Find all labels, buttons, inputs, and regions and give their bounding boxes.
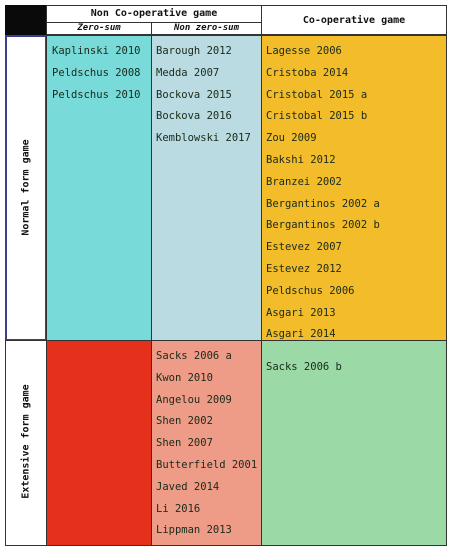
list-item: Estevez 2007 [266, 241, 342, 254]
cooperative-header-label: Co-operative game [302, 15, 406, 26]
extensive-cooperative-cell [261, 340, 447, 546]
list-item: Medda 2007 [156, 66, 220, 79]
list-item: Kaplinski 2010 [52, 45, 141, 57]
list-item: Bockova 2016 [156, 110, 232, 123]
non-cooperative-header-label: Non Co-operative game [90, 8, 218, 19]
list-item: Peldschus 2008 [52, 66, 141, 79]
list-item: Li 2016 [156, 502, 201, 515]
normal-non-zero-sum-cell [151, 35, 262, 341]
list-item: Bergantinos 2002 a [266, 197, 380, 210]
list-item: Kwon 2010 [156, 371, 213, 384]
extensive-form-row-label: Extensive form game [20, 384, 32, 499]
extensive-non-zero-sum-list: Sacks 2006 a Kwon 2010 Angelou 2009 Shen… [156, 346, 257, 542]
list-item: Cristoba 2014 [266, 66, 349, 79]
list-item: Asgari 2014 [266, 328, 336, 341]
list-item: Shen 2007 [156, 437, 213, 450]
cooperative-header [261, 5, 447, 35]
normal-cooperative-cell [261, 35, 447, 341]
list-item: Sacks 2006 a [156, 350, 232, 362]
list-item: Shen 2002 [156, 415, 213, 428]
non-zero-sum-header-label: Non zero-sum [173, 23, 240, 33]
list-item: Kemblowski 2017 [156, 132, 251, 145]
normal-zero-sum-list: Kaplinski 2010 Peldschus 2008 Peldschus … [52, 41, 141, 106]
list-item: Zou 2009 [266, 132, 317, 145]
list-item: Javed 2014 [156, 480, 220, 493]
normal-form-row-label: Normal form game [20, 139, 32, 236]
list-item: Bakshi 2012 [266, 153, 336, 166]
corner-block [5, 5, 47, 35]
extensive-zero-sum-cell [46, 340, 152, 546]
list-item: Peldschus 2006 [266, 284, 355, 297]
list-item: Sacks 2006 b [266, 361, 342, 373]
normal-cooperative-list: Lagesse 2006 Cristoba 2014 Cristobal 201… [266, 41, 380, 346]
extensive-cooperative-list: Sacks 2006 b [266, 357, 342, 379]
list-item: Asgari 2013 [266, 306, 336, 319]
list-item: Cristobal 2015 b [266, 110, 368, 123]
list-item: Angelou 2009 [156, 393, 232, 406]
list-item: Bergantinos 2002 b [266, 219, 380, 232]
list-item: Butterfield 2001 [156, 458, 258, 471]
list-item: Lagesse 2006 [266, 45, 342, 57]
extensive-non-zero-sum-cell [151, 340, 262, 546]
zero-sum-header-label: Zero-sum [77, 23, 121, 33]
list-item: Branzei 2002 [266, 175, 342, 188]
normal-form-row-header [5, 35, 47, 341]
list-item: Barough 2012 [156, 45, 232, 57]
list-item: Estevez 2012 [266, 262, 342, 275]
list-item: Cristobal 2015 a [266, 88, 368, 101]
normal-non-zero-sum-list: Barough 2012 Medda 2007 Bockova 2015 Boc… [156, 41, 251, 150]
list-item: Bockova 2015 [156, 88, 232, 101]
list-item: Lippman 2013 [156, 524, 232, 537]
normal-zero-sum-cell [46, 35, 152, 341]
list-item: Peldschus 2010 [52, 88, 141, 101]
